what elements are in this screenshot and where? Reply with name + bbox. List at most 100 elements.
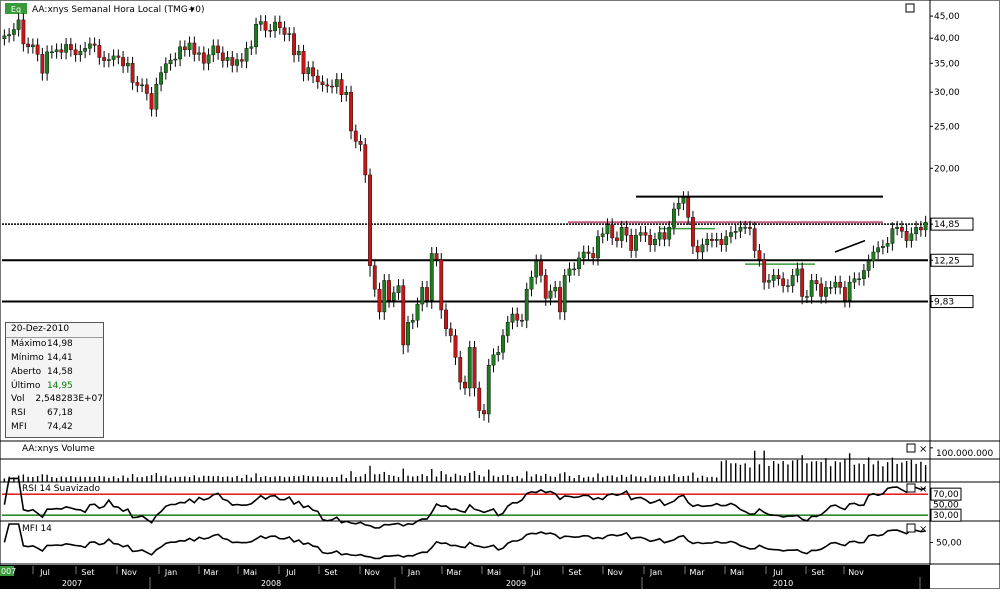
candle-body [681, 197, 686, 204]
candle-body [40, 54, 45, 74]
candle-body [35, 44, 40, 55]
candle-body [401, 285, 406, 346]
candle-body [11, 29, 16, 35]
year-label: 2010 [773, 579, 793, 588]
candle-body [273, 21, 277, 32]
candle-body [434, 253, 439, 260]
candle-body [857, 278, 862, 280]
candle-body [880, 246, 885, 248]
candle-body [710, 239, 714, 241]
info-row: RSI 67,18 [6, 407, 103, 421]
candle-body [895, 227, 900, 229]
candle-body [149, 93, 154, 110]
candle-body [904, 231, 909, 241]
price-tick-label: 25,00 [934, 122, 960, 132]
candle-body [695, 246, 700, 253]
candle-body [605, 224, 610, 235]
candle-body [292, 33, 296, 56]
info-panel: 20-Dez-2010 Máximo 14,98 Mínimo 14,41 Ab… [5, 322, 104, 438]
candle-body [591, 253, 596, 259]
volume-label: AA:xnys Volume [22, 444, 95, 454]
volume-maximize-icon[interactable] [906, 443, 916, 453]
maximize-icon[interactable] [905, 3, 915, 13]
candle-body [410, 319, 415, 323]
candles [2, 13, 928, 423]
candle-body [349, 91, 353, 132]
volume-close-icon[interactable]: × [919, 444, 927, 455]
candle-body [738, 227, 743, 232]
candle-body [885, 243, 890, 247]
time-axis-year-stub: 007 [1, 567, 16, 576]
volume-tick-label: 100.000.000 [936, 449, 994, 459]
info-value: 14,58 [47, 366, 73, 377]
mfi-close-icon[interactable]: × [919, 524, 927, 535]
candle-body [368, 174, 372, 266]
candle-body [125, 63, 130, 67]
candle-body [805, 296, 809, 298]
candle-body [600, 233, 605, 237]
candle-body [771, 275, 776, 281]
candle-body [662, 232, 667, 240]
candle-body [311, 67, 315, 77]
candle-body [116, 55, 121, 58]
candle-body [353, 130, 358, 142]
info-value: 14,98 [47, 338, 73, 349]
info-label: MFI [11, 422, 27, 433]
candle-body [235, 59, 239, 66]
candle-body [847, 281, 852, 301]
candle-body [73, 49, 78, 56]
candle-body [786, 285, 790, 287]
candle-body [861, 270, 866, 279]
candle-body [106, 59, 111, 61]
month-label: Mar [446, 568, 462, 577]
candle-body [92, 43, 97, 46]
candle-body [211, 45, 216, 56]
candle-body [121, 57, 125, 67]
candle-body [524, 288, 529, 321]
candle-body [638, 232, 643, 236]
time-axis-bar [0, 565, 930, 589]
candle-body [724, 236, 729, 246]
candle-body [277, 21, 282, 28]
candle-body [743, 227, 748, 229]
price-tick-label: 12,25 [934, 256, 960, 266]
rsi-close-icon[interactable]: × [919, 484, 927, 495]
candle-body [16, 19, 21, 30]
rsi-label: RSI 14 Suavizado [22, 484, 101, 494]
candle-body [45, 51, 50, 74]
candle-body [923, 222, 928, 231]
candle-body [406, 322, 410, 346]
info-row: MFI 74,42 [6, 421, 103, 435]
candle-body [159, 72, 163, 85]
candle-body [144, 84, 149, 94]
candle-body [800, 268, 805, 297]
price-tick-label: 35,00 [934, 59, 960, 69]
candle-body [672, 208, 676, 228]
price-tick-label: 40,00 [934, 34, 960, 44]
candle-body [719, 239, 724, 246]
info-date-row: 20-Dez-2010 [6, 323, 103, 337]
title-dropdown-icon[interactable]: ▾ [190, 5, 195, 15]
candle-body [667, 227, 672, 240]
candle-body [201, 52, 206, 64]
candle-body [130, 63, 135, 83]
candle-body [87, 43, 92, 49]
candle-body [197, 52, 201, 55]
rsi-maximize-icon[interactable] [906, 483, 916, 493]
candle-body [64, 44, 69, 53]
chart-title: AA:xnys Semanal Hora Local (TMG+0) [32, 5, 205, 15]
candle-body [729, 232, 733, 237]
candle-body [216, 45, 220, 54]
equity-badge-label: Eq [11, 5, 21, 14]
candle-body [496, 352, 501, 356]
trend-line[interactable] [834, 239, 866, 253]
month-label: Jul [772, 568, 783, 577]
candle-body [387, 280, 391, 301]
candle-body [767, 280, 771, 283]
candle-body [567, 268, 572, 276]
price-tick-label: 9,83 [934, 298, 954, 308]
rsi-tick-label: 30,00 [933, 511, 959, 521]
candle-body [239, 59, 244, 62]
candle-body [790, 275, 795, 286]
mfi-maximize-icon[interactable] [906, 523, 916, 533]
